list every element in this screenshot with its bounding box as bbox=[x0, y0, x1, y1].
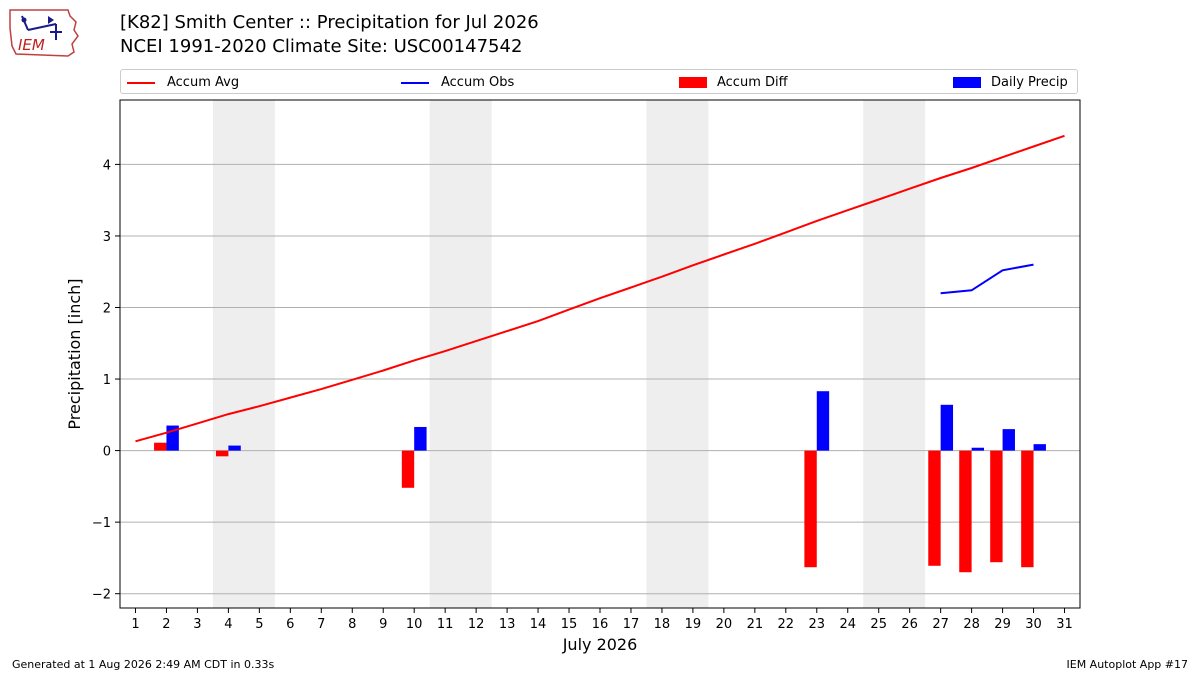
y-ticks: −2 −1 0 1 2 3 4 bbox=[92, 158, 120, 603]
x-tick-label: 9 bbox=[379, 617, 387, 632]
weekend-band bbox=[863, 100, 926, 608]
accum-diff-bar bbox=[154, 442, 167, 451]
y-tick-label: 2 bbox=[103, 301, 111, 316]
daily-precip-bar bbox=[228, 445, 241, 451]
accum-diff-bar bbox=[990, 450, 1003, 563]
generated-timestamp: Generated at 1 Aug 2026 2:49 AM CDT in 0… bbox=[12, 658, 275, 671]
chart-title: [K82] Smith Center :: Precipitation for … bbox=[120, 12, 539, 33]
x-tick-label: 22 bbox=[778, 617, 795, 632]
y-tick-label: −2 bbox=[92, 588, 111, 603]
x-tick-label: 19 bbox=[685, 617, 702, 632]
iowa-outline-icon bbox=[9, 9, 79, 57]
accum-avg-line bbox=[135, 134, 1065, 443]
accum-diff-bar bbox=[1021, 450, 1034, 568]
y-axis-label: Precipitation [inch] bbox=[65, 278, 84, 429]
x-tick-label: 2 bbox=[162, 617, 170, 632]
weekend-band bbox=[429, 100, 492, 608]
y-tick-label: 4 bbox=[103, 158, 111, 173]
iem-logo: IEM bbox=[8, 6, 80, 58]
legend-label-accum-diff: Accum Diff bbox=[717, 75, 788, 90]
x-tick-label: 26 bbox=[901, 617, 918, 632]
x-tick-label: 23 bbox=[809, 617, 826, 632]
x-tick-label: 3 bbox=[193, 617, 201, 632]
daily-precip-bar bbox=[1002, 429, 1015, 451]
accum-diff-bar bbox=[804, 450, 817, 568]
x-tick-label: 15 bbox=[561, 617, 578, 632]
legend: Accum Avg Accum Obs Accum Diff Daily Pre… bbox=[120, 69, 1078, 94]
legend-swatch-daily-precip bbox=[953, 77, 981, 88]
legend-item-daily-precip: Daily Precip bbox=[953, 70, 1068, 95]
weekend-shading bbox=[212, 100, 926, 608]
logo-text: IEM bbox=[18, 36, 45, 54]
legend-swatch-accum-avg bbox=[127, 81, 155, 84]
autoplot-app-label: IEM Autoplot App #17 bbox=[1066, 658, 1189, 671]
accum-obs-line bbox=[940, 263, 1034, 295]
x-tick-label: 7 bbox=[317, 617, 325, 632]
daily-precip-bar bbox=[816, 391, 830, 451]
daily-precip-bar bbox=[971, 447, 984, 451]
legend-item-accum-avg: Accum Avg bbox=[127, 70, 239, 95]
x-tick-label: 30 bbox=[1025, 617, 1042, 632]
gridlines bbox=[120, 163, 1080, 595]
x-tick-label: 29 bbox=[994, 617, 1011, 632]
daily-precip-bar bbox=[940, 404, 954, 451]
x-tick-label: 6 bbox=[286, 617, 294, 632]
x-tick-label: 16 bbox=[592, 617, 609, 632]
y-tick-label: 0 bbox=[103, 445, 111, 460]
accum-diff-bar bbox=[401, 450, 415, 488]
x-tick-label: 13 bbox=[499, 617, 516, 632]
weekend-band bbox=[646, 100, 709, 608]
legend-item-accum-diff: Accum Diff bbox=[679, 70, 788, 95]
x-tick-label: 4 bbox=[224, 617, 232, 632]
x-tick-label: 24 bbox=[839, 617, 856, 632]
y-tick-label: 1 bbox=[103, 373, 111, 388]
accum-diff-bar bbox=[959, 450, 972, 573]
y-tick-label: −1 bbox=[92, 516, 111, 531]
x-tick-label: 11 bbox=[437, 617, 454, 632]
legend-label-daily-precip: Daily Precip bbox=[991, 75, 1068, 90]
accum-diff-bar bbox=[216, 450, 229, 457]
x-axis-label: July 2026 bbox=[562, 635, 638, 654]
accum-diff-bar bbox=[928, 450, 941, 566]
y-tick-label: 3 bbox=[103, 230, 111, 245]
legend-swatch-accum-obs bbox=[401, 81, 429, 84]
x-tick-label: 25 bbox=[870, 617, 887, 632]
legend-swatch-accum-diff bbox=[679, 77, 707, 88]
chart-subtitle: NCEI 1991-2020 Climate Site: USC00147542 bbox=[120, 36, 523, 57]
daily-precip-bar bbox=[1033, 444, 1046, 451]
x-tick-label: 14 bbox=[530, 617, 547, 632]
lines bbox=[135, 134, 1065, 443]
x-tick-label: 18 bbox=[654, 617, 671, 632]
x-tick-label: 5 bbox=[255, 617, 263, 632]
x-tick-label: 12 bbox=[468, 617, 485, 632]
x-tick-label: 10 bbox=[406, 617, 423, 632]
x-tick-label: 8 bbox=[348, 617, 356, 632]
weekend-band bbox=[212, 100, 275, 608]
x-tick-label: 20 bbox=[716, 617, 733, 632]
x-tick-label: 1 bbox=[131, 617, 139, 632]
legend-label-accum-avg: Accum Avg bbox=[167, 75, 240, 90]
x-ticks: 1 2 3 4 5 6 7 8 9 10 11 12 13 14 15 16 17 18 19 20 21 22 23 24 2… bbox=[131, 608, 1073, 632]
legend-item-accum-obs: Accum Obs bbox=[401, 70, 514, 95]
daily-precip-bar bbox=[414, 426, 427, 451]
x-tick-label: 31 bbox=[1056, 617, 1073, 632]
bars bbox=[154, 391, 1046, 573]
x-tick-label: 17 bbox=[623, 617, 640, 632]
x-tick-label: 21 bbox=[747, 617, 764, 632]
legend-label-accum-obs: Accum Obs bbox=[441, 75, 515, 90]
x-tick-label: 28 bbox=[963, 617, 980, 632]
x-tick-label: 27 bbox=[932, 617, 949, 632]
